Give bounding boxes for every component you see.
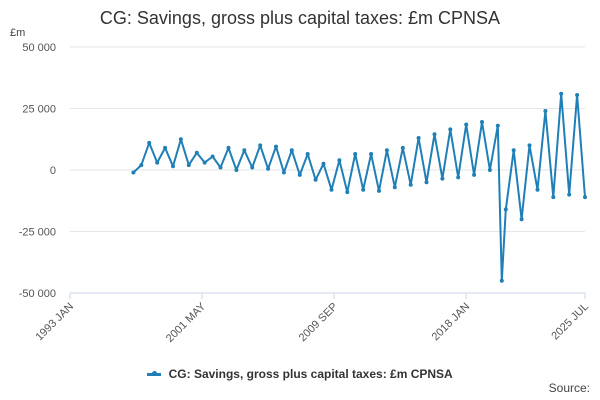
data-point[interactable] — [432, 132, 437, 137]
data-point[interactable] — [337, 158, 342, 163]
legend[interactable]: CG: Savings, gross plus capital taxes: £… — [0, 367, 600, 381]
series-line — [132, 92, 586, 282]
data-point[interactable] — [392, 185, 397, 190]
data-point[interactable] — [210, 154, 215, 159]
y-tick-label: -25 000 — [19, 227, 56, 239]
data-point[interactable] — [289, 148, 294, 153]
data-point[interactable] — [361, 187, 366, 192]
data-point[interactable] — [171, 164, 175, 169]
y-unit-label: £m — [10, 27, 25, 39]
data-point[interactable] — [202, 160, 207, 165]
data-point[interactable] — [499, 278, 504, 283]
x-tick-label: 2018 JAN — [430, 301, 473, 344]
series-line-group — [131, 91, 587, 283]
data-point[interactable] — [250, 165, 255, 170]
source-label: Source: — [548, 381, 590, 395]
data-point[interactable] — [274, 144, 278, 149]
data-point[interactable] — [464, 122, 469, 127]
data-point[interactable] — [139, 163, 144, 168]
data-point[interactable] — [416, 136, 421, 140]
data-point[interactable] — [258, 143, 263, 148]
data-point[interactable] — [186, 163, 191, 168]
data-point[interactable] — [535, 187, 540, 192]
data-point[interactable] — [147, 140, 152, 145]
x-tick-labels: 1993 JAN 2001 MAY 2009 SEP 2018 JAN 2025 JUL — [33, 293, 591, 345]
data-point[interactable] — [163, 145, 168, 150]
data-point[interactable] — [345, 190, 350, 195]
data-point[interactable] — [266, 166, 271, 171]
y-tick-label: 0 — [50, 165, 56, 177]
data-point[interactable] — [503, 207, 508, 212]
data-point[interactable] — [448, 127, 453, 132]
y-tick-labels: 50 000 25 000 0 -25 000 -50 000 — [19, 42, 56, 300]
data-point[interactable] — [543, 109, 548, 113]
data-point[interactable] — [559, 91, 564, 96]
data-point[interactable] — [551, 195, 556, 200]
data-point[interactable] — [424, 180, 429, 185]
data-point[interactable] — [495, 123, 500, 128]
legend-label: CG: Savings, gross plus capital taxes: £… — [168, 367, 453, 381]
data-point[interactable] — [408, 182, 413, 187]
data-point[interactable] — [583, 195, 587, 200]
data-point[interactable] — [527, 143, 532, 148]
data-point[interactable] — [472, 172, 477, 177]
data-point[interactable] — [400, 145, 405, 150]
chart-title: CG: Savings, gross plus capital taxes: £… — [99, 8, 501, 28]
data-point[interactable] — [297, 172, 302, 177]
data-point[interactable] — [218, 165, 223, 170]
data-point[interactable] — [440, 176, 445, 181]
data-point[interactable] — [567, 192, 572, 197]
x-tick-label: 2001 MAY — [164, 300, 209, 345]
y-tick-label: -50 000 — [19, 288, 56, 300]
data-point[interactable] — [234, 168, 239, 172]
data-point[interactable] — [369, 152, 374, 156]
data-point[interactable] — [226, 145, 231, 150]
x-tick-label: 2009 SEP — [297, 301, 341, 345]
y-tick-label: 50 000 — [22, 42, 56, 54]
data-point[interactable] — [511, 148, 516, 153]
data-point[interactable] — [384, 148, 389, 153]
data-point[interactable] — [329, 187, 334, 192]
data-point[interactable] — [194, 150, 199, 155]
data-point[interactable] — [242, 148, 247, 153]
data-point[interactable] — [281, 170, 286, 175]
legend-swatch — [147, 371, 162, 377]
data-point[interactable] — [353, 152, 358, 156]
data-point[interactable] — [480, 120, 484, 124]
data-point[interactable] — [519, 217, 524, 222]
data-point[interactable] — [487, 168, 492, 172]
data-point[interactable] — [131, 170, 136, 175]
x-tick-label: 2025 JUL — [549, 301, 591, 343]
data-point[interactable] — [178, 137, 183, 142]
data-point[interactable] — [321, 161, 326, 166]
data-point[interactable] — [305, 152, 310, 156]
data-point[interactable] — [313, 177, 318, 182]
data-point[interactable] — [456, 175, 461, 180]
data-point[interactable] — [155, 160, 160, 165]
data-point[interactable] — [377, 188, 381, 193]
data-point[interactable] — [575, 93, 580, 97]
x-tick-label: 1993 JAN — [33, 301, 76, 344]
y-tick-label: 25 000 — [22, 104, 56, 116]
grid-lines — [70, 46, 585, 294]
